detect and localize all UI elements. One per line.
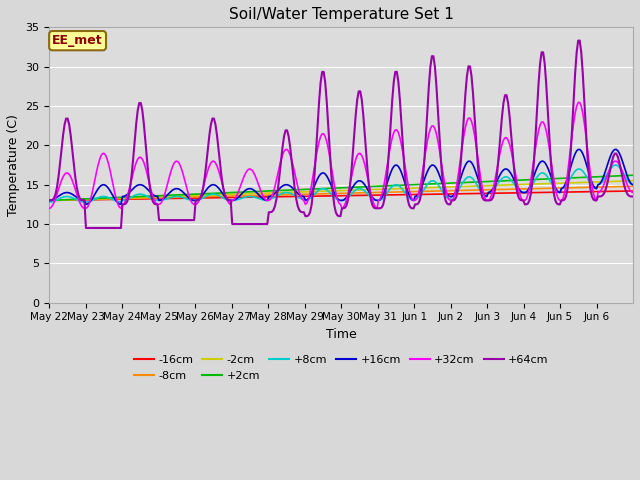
Legend: -16cm, -8cm, -2cm, +2cm, +8cm, +16cm, +32cm, +64cm: -16cm, -8cm, -2cm, +2cm, +8cm, +16cm, +3…: [129, 351, 553, 385]
X-axis label: Time: Time: [326, 328, 356, 341]
Y-axis label: Temperature (C): Temperature (C): [7, 114, 20, 216]
Text: EE_met: EE_met: [52, 34, 103, 47]
Title: Soil/Water Temperature Set 1: Soil/Water Temperature Set 1: [228, 7, 454, 22]
